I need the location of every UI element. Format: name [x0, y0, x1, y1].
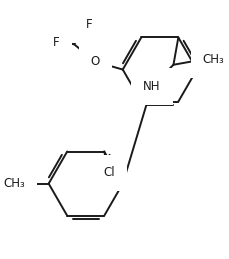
Text: Cl: Cl [103, 167, 114, 179]
Text: F: F [53, 36, 60, 49]
Text: CH₃: CH₃ [202, 53, 224, 66]
Text: NH: NH [143, 80, 160, 93]
Text: F: F [86, 18, 93, 31]
Text: O: O [90, 55, 100, 68]
Text: CH₃: CH₃ [3, 177, 25, 190]
